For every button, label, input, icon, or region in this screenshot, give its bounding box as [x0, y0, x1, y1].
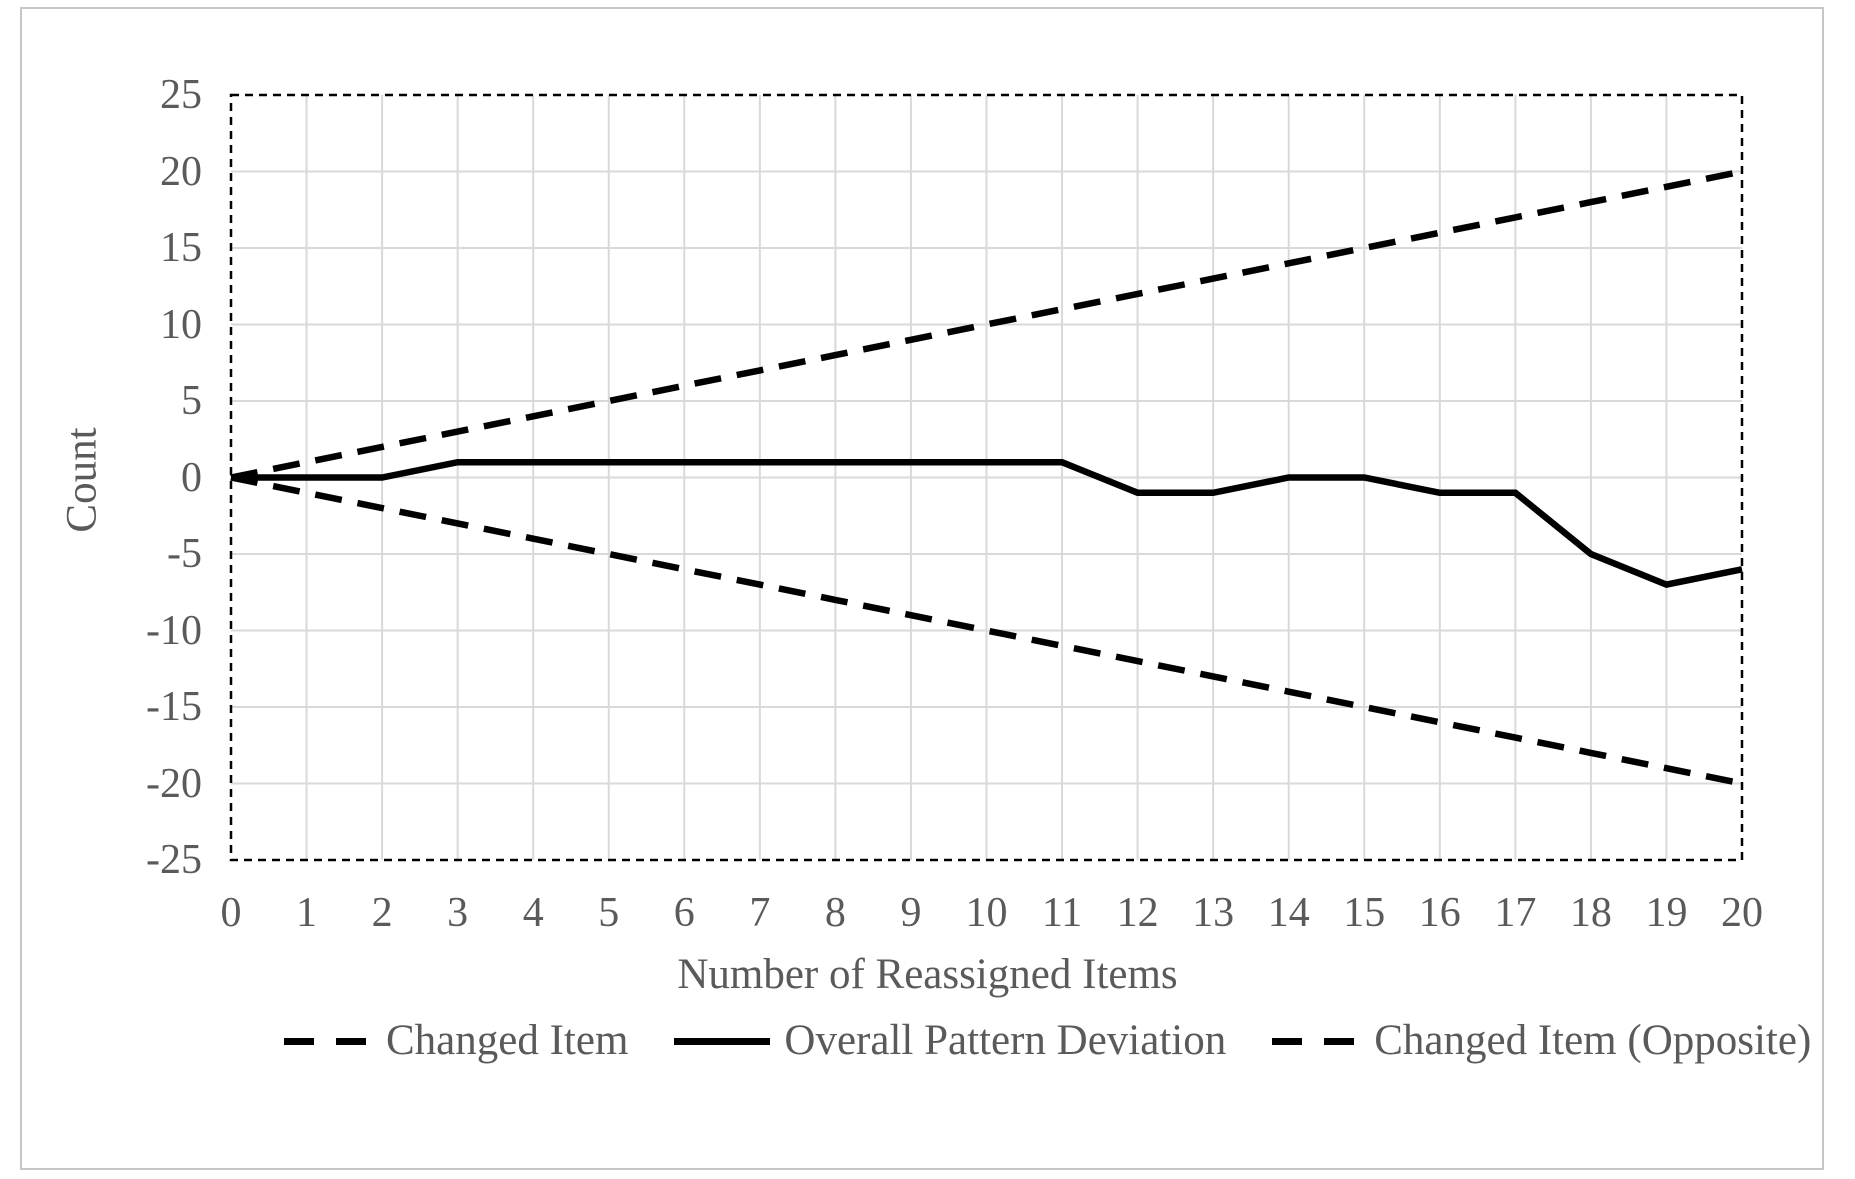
y-tick-label: -15	[146, 684, 202, 730]
legend-item: Changed Item (Opposite)	[1272, 1019, 1811, 1063]
x-tick-label: 17	[1494, 890, 1537, 936]
legend-swatch-dashed-line-icon	[1272, 1037, 1361, 1045]
legend: Changed Item Overall Pattern Deviation C…	[284, 1019, 1811, 1063]
y-tick-label: 0	[181, 454, 202, 501]
legend-item: Changed Item	[284, 1019, 628, 1063]
x-tick-label: 4	[522, 890, 544, 936]
series-line-overall-pattern-deviation	[231, 458, 1743, 588]
x-tick-label: 13	[1192, 890, 1235, 936]
x-tick-label: 6	[673, 890, 695, 936]
x-tick-label: 3	[447, 890, 469, 936]
x-tick-label: 0	[220, 890, 242, 936]
y-tick-label: 15	[160, 225, 202, 271]
x-tick-label: 9	[900, 890, 922, 936]
y-tick-label: 25	[160, 72, 202, 118]
chart-frame	[20, 7, 1824, 1170]
y-tick-label: -5	[167, 531, 202, 577]
legend-label: Overall Pattern Deviation	[784, 1017, 1227, 1064]
legend-label: Changed Item (Opposite)	[1374, 1017, 1812, 1064]
x-tick-label: 20	[1721, 890, 1763, 936]
legend-label: Changed Item	[386, 1017, 629, 1064]
x-tick-label: 15	[1343, 890, 1386, 936]
x-tick-label: 14	[1267, 890, 1310, 936]
legend-swatch-solid-line-icon	[674, 1037, 771, 1045]
x-axis-title: Number of Reassigned Items	[677, 951, 1178, 998]
x-tick-label: 7	[749, 890, 771, 936]
plot-border	[229, 93, 1744, 862]
x-tick-label: 19	[1645, 890, 1688, 936]
y-tick-label: -20	[146, 760, 202, 807]
x-tick-label: 2	[371, 890, 393, 936]
x-tick-label: 5	[598, 890, 620, 936]
y-tick-label: 20	[160, 148, 202, 195]
x-tick-label: 11	[1041, 890, 1083, 936]
x-tick-label: 8	[824, 890, 846, 936]
x-tick-label: 12	[1116, 890, 1159, 936]
x-tick-label: 1	[296, 890, 318, 936]
y-tick-label: -25	[146, 837, 202, 883]
y-tick-label: 5	[181, 378, 202, 424]
x-tick-label: 18	[1569, 890, 1612, 936]
y-tick-label: 10	[160, 301, 202, 348]
y-tick-label: -10	[146, 607, 202, 654]
x-tick-label: 10	[965, 890, 1008, 936]
x-tick-label: 16	[1418, 890, 1461, 936]
legend-swatch-dashed-line-icon	[284, 1037, 372, 1045]
legend-item: Overall Pattern Deviation	[674, 1019, 1226, 1063]
